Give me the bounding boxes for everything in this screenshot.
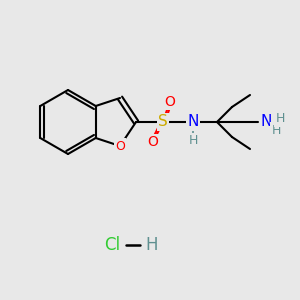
Text: O: O: [115, 140, 125, 152]
Text: H: H: [146, 236, 158, 254]
Text: H: H: [188, 134, 198, 148]
Text: N: N: [187, 115, 199, 130]
Text: H: H: [271, 124, 281, 136]
Text: O: O: [165, 95, 176, 109]
Text: S: S: [158, 115, 168, 130]
Text: O: O: [148, 135, 158, 149]
Text: N: N: [261, 115, 272, 130]
Text: H: H: [275, 112, 285, 125]
Text: Cl: Cl: [104, 236, 120, 254]
